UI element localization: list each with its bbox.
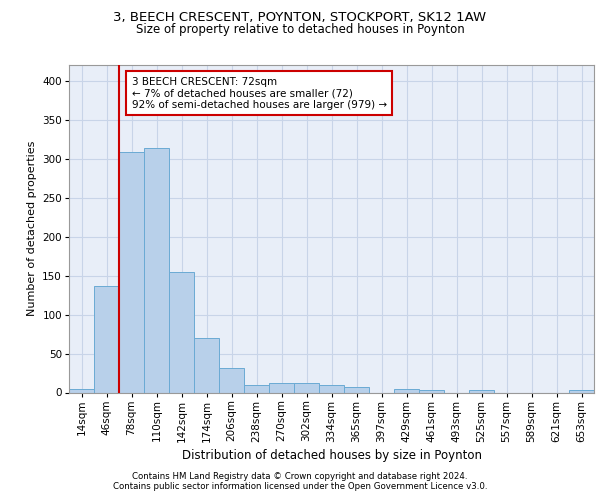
Bar bbox=[94, 286, 119, 393]
Bar bbox=[194, 338, 219, 392]
Bar bbox=[344, 387, 369, 392]
Bar bbox=[569, 390, 594, 392]
Text: Contains HM Land Registry data © Crown copyright and database right 2024.: Contains HM Land Registry data © Crown c… bbox=[132, 472, 468, 481]
Text: 3 BEECH CRESCENT: 72sqm
← 7% of detached houses are smaller (72)
92% of semi-det: 3 BEECH CRESCENT: 72sqm ← 7% of detached… bbox=[131, 76, 386, 110]
Bar bbox=[244, 384, 269, 392]
Bar bbox=[219, 368, 244, 392]
Bar bbox=[144, 148, 169, 392]
Bar bbox=[294, 383, 319, 392]
Text: 3, BEECH CRESCENT, POYNTON, STOCKPORT, SK12 1AW: 3, BEECH CRESCENT, POYNTON, STOCKPORT, S… bbox=[113, 11, 487, 24]
Text: Size of property relative to detached houses in Poynton: Size of property relative to detached ho… bbox=[136, 22, 464, 36]
Bar bbox=[119, 152, 144, 392]
Bar bbox=[319, 386, 344, 392]
Bar bbox=[394, 390, 419, 392]
Text: Contains public sector information licensed under the Open Government Licence v3: Contains public sector information licen… bbox=[113, 482, 487, 491]
Bar bbox=[69, 390, 94, 392]
Bar bbox=[469, 390, 494, 392]
Bar bbox=[419, 390, 444, 392]
X-axis label: Distribution of detached houses by size in Poynton: Distribution of detached houses by size … bbox=[182, 448, 482, 462]
Y-axis label: Number of detached properties: Number of detached properties bbox=[27, 141, 37, 316]
Bar bbox=[269, 383, 294, 392]
Bar bbox=[169, 272, 194, 392]
